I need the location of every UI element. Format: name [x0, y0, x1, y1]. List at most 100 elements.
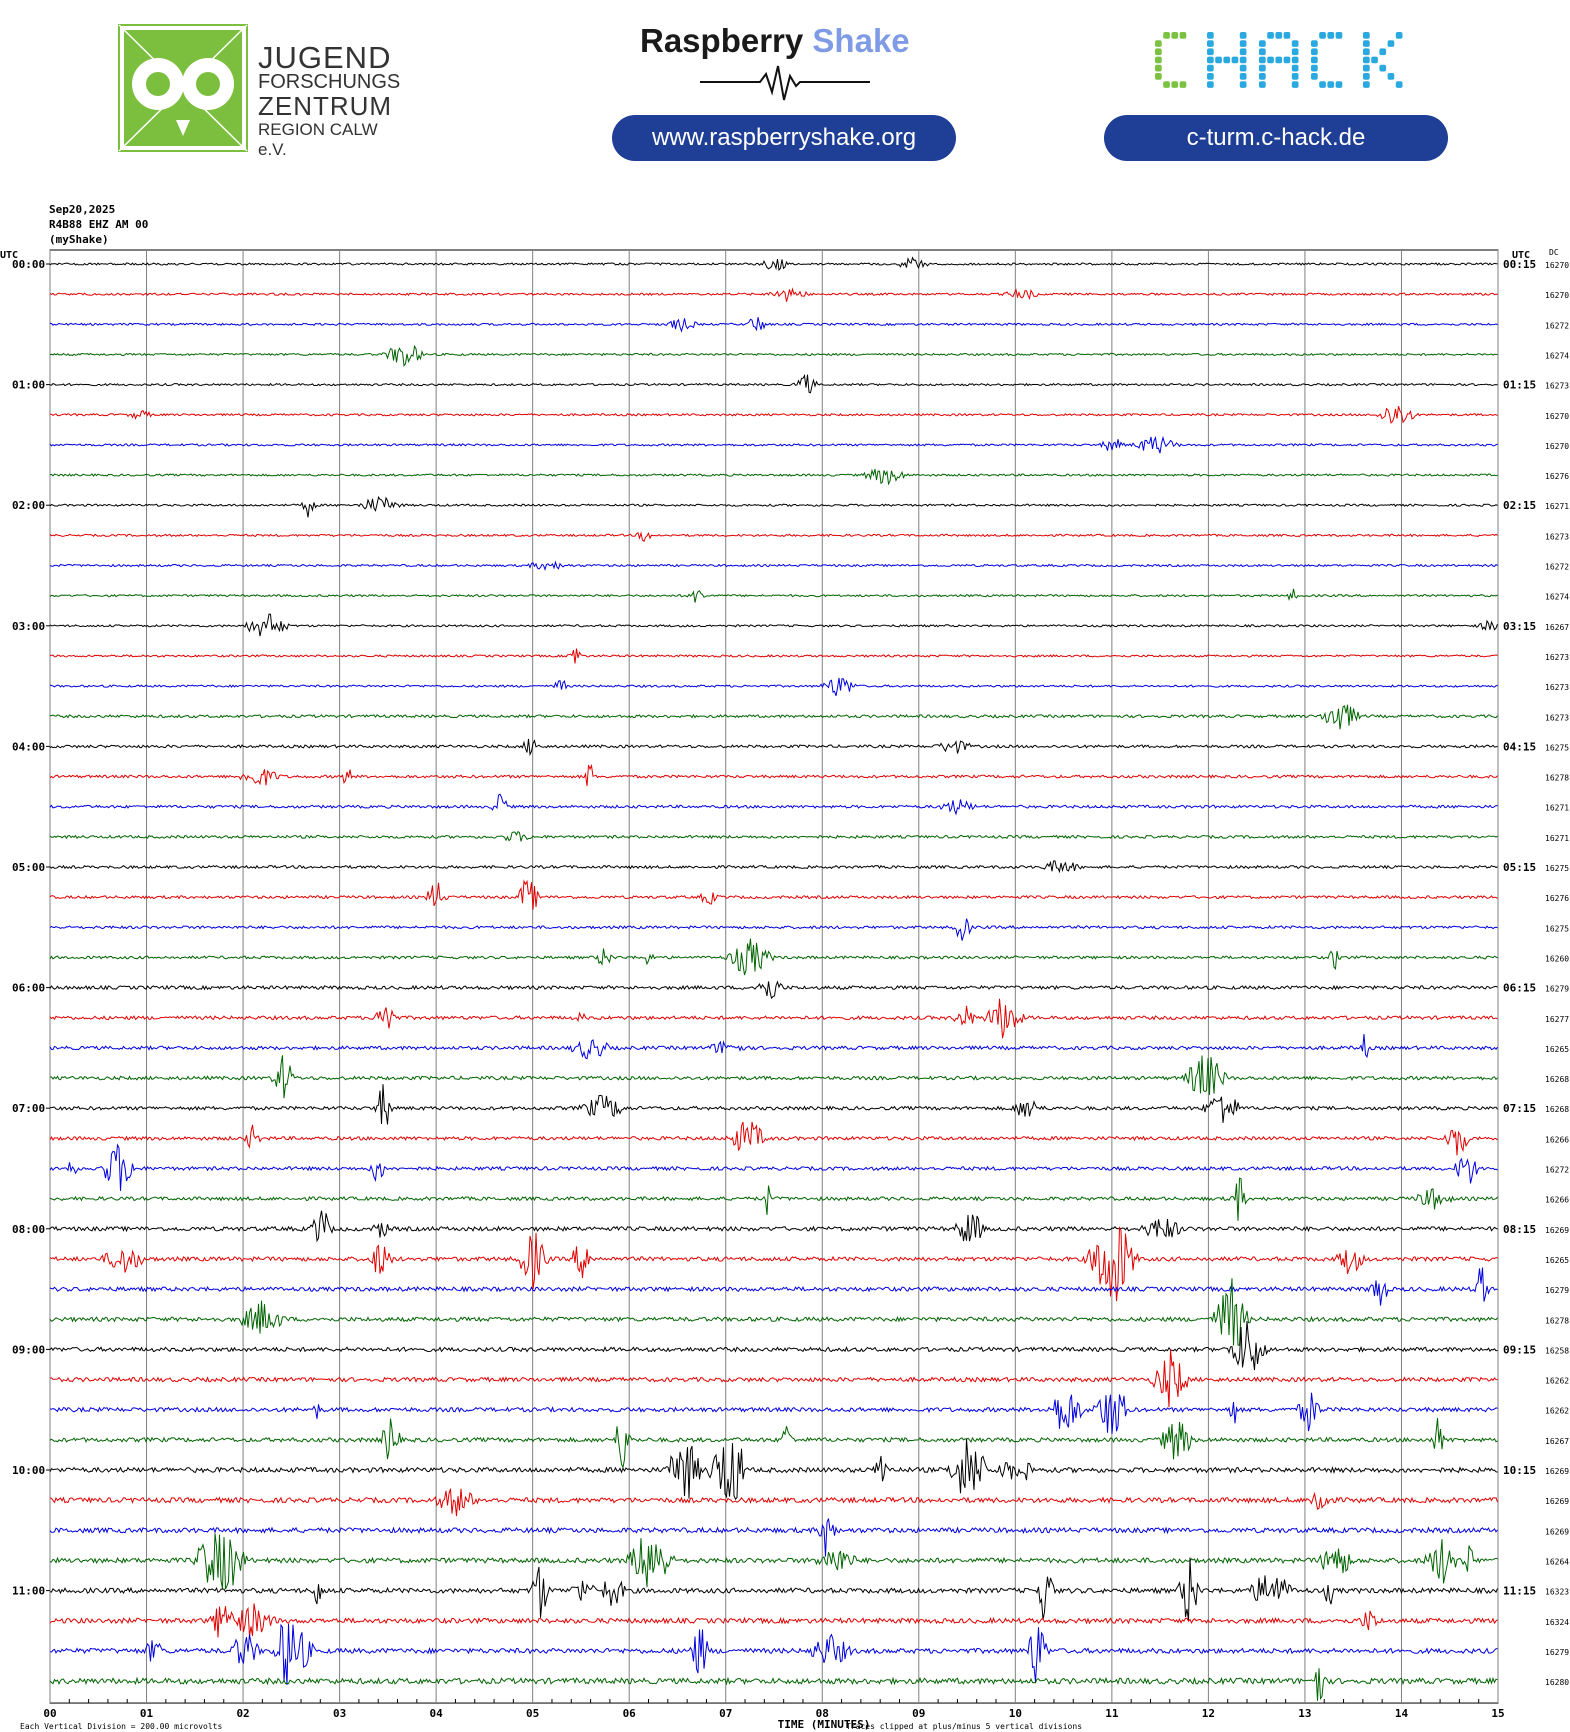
dc-value: 16275: [1545, 743, 1569, 752]
trace-row: [49, 704, 1498, 730]
right-hour-label: 10:15: [1503, 1464, 1536, 1477]
x-axis-label: TIME (MINUTES): [778, 1718, 871, 1731]
dc-value: 16323: [1545, 1588, 1569, 1597]
x-tick-label: 07: [719, 1707, 732, 1720]
owl-icon: [118, 24, 248, 152]
right-hour-label: 08:15: [1503, 1223, 1536, 1236]
left-hour-label: 05:00: [12, 861, 45, 874]
footer-scale-note: Each Vertical Division = 200.00 microvol…: [20, 1722, 222, 1731]
station-id: R4B88 EHZ AM 00: [49, 218, 149, 231]
jfz-logo: JUGEND FORSCHUNGS ZENTRUM REGION CALW e.…: [118, 24, 408, 170]
trace-row: [49, 1533, 1498, 1590]
chack-letter-a: [1259, 32, 1299, 88]
trace-row: [49, 468, 1498, 486]
trace-row: [49, 1055, 1498, 1099]
x-tick-label: 02: [236, 1707, 249, 1720]
x-tick-label: 01: [140, 1707, 154, 1720]
trace-row: [49, 1668, 1498, 1701]
brand-accent: Shake: [812, 22, 910, 59]
dc-value: 16276: [1545, 894, 1569, 903]
trace-row: [49, 435, 1498, 454]
trace-row: [49, 648, 1498, 664]
jfz-line2: FORSCHUNGS: [258, 71, 401, 93]
jfz-line3: ZENTRUM: [258, 91, 393, 121]
trace-row: [49, 980, 1498, 1000]
right-hour-label: 00:15: [1503, 258, 1536, 271]
dc-value: 16269: [1545, 1226, 1569, 1235]
x-tick-label: 06: [623, 1707, 637, 1720]
dc-value: 16273: [1545, 532, 1569, 541]
grid: [49, 250, 1499, 1704]
dc-value: 16265: [1545, 1256, 1569, 1265]
trace-row: [49, 998, 1498, 1039]
plot-date: Sep20,2025: [49, 203, 116, 216]
dc-value: 16272: [1545, 321, 1569, 330]
right-hour-label: 11:15: [1503, 1585, 1536, 1598]
trace-row: [49, 1438, 1498, 1501]
dc-value: 16279: [1545, 985, 1569, 994]
chack-letter-c: [1311, 32, 1343, 88]
dc-value: 16267: [1545, 1437, 1569, 1446]
dc-value: 16269: [1545, 1467, 1569, 1476]
dc-value: 16280: [1545, 1678, 1569, 1687]
trace-row: [49, 860, 1498, 874]
trace-row: [49, 256, 1498, 272]
trace-row: [49, 1488, 1498, 1517]
left-hour-label: 08:00: [12, 1223, 45, 1236]
dc-value: 16270: [1545, 442, 1569, 451]
trace-row: [49, 613, 1498, 637]
dc-value: 16273: [1545, 653, 1569, 662]
chack-letter-c: [1155, 32, 1187, 88]
left-hour-label: 03:00: [12, 620, 45, 633]
right-hour-label: 09:15: [1503, 1343, 1536, 1356]
trace-row: [49, 793, 1498, 816]
x-tick-label: 09: [912, 1707, 925, 1720]
trace-row: [49, 738, 1498, 757]
right-hour-label: 06:15: [1503, 982, 1536, 995]
data-source: (myShake): [49, 233, 109, 246]
dc-value: 16276: [1545, 472, 1569, 481]
right-utc-label: UTC: [1512, 250, 1530, 261]
dc-label: DC: [1549, 248, 1559, 257]
trace-row: [49, 1349, 1498, 1408]
left-utc-label: UTC: [0, 250, 18, 261]
x-tick-label: 15: [1491, 1707, 1504, 1720]
chack-url-link[interactable]: c-turm.c-hack.de: [1104, 115, 1448, 161]
trace-row: [49, 1623, 1498, 1686]
right-hour-label: 03:15: [1503, 620, 1536, 633]
dc-value: 16271: [1545, 804, 1569, 813]
dc-value: 16269: [1545, 1497, 1569, 1506]
trace-row: [49, 1034, 1498, 1060]
jfz-line4: REGION CALW e.V.: [258, 120, 378, 159]
header: JUGEND FORSCHUNGS ZENTRUM REGION CALW e.…: [0, 0, 1570, 180]
dc-value: 16270: [1545, 261, 1569, 270]
chack-letter-k: [1363, 32, 1403, 88]
trace-row: [49, 531, 1498, 542]
dc-value: 16279: [1545, 1286, 1569, 1295]
right-hour-label: 02:15: [1503, 499, 1536, 512]
dc-value: 16272: [1545, 563, 1569, 572]
raspberry-shake-logo: Raspberry Shake: [640, 22, 910, 60]
dc-value: 16268: [1545, 1105, 1569, 1114]
trace-row: [49, 1321, 1498, 1371]
right-hour-label: 04:15: [1503, 740, 1536, 753]
x-tick-label: 11: [1105, 1707, 1119, 1720]
trace-row: [49, 677, 1498, 697]
dc-value: 16260: [1545, 954, 1569, 963]
dc-value: 16270: [1545, 291, 1569, 300]
trace-row: [49, 1603, 1498, 1638]
x-tick-label: 14: [1395, 1707, 1409, 1720]
dc-value: 16266: [1545, 1135, 1569, 1144]
trace-row: [49, 495, 1498, 518]
jfz-line1: JUGEND: [258, 40, 392, 75]
dc-value: 16273: [1545, 382, 1569, 391]
trace-row: [49, 918, 1498, 941]
dc-value: 16274: [1545, 351, 1569, 360]
dc-value: 16275: [1545, 924, 1569, 933]
raspberryshake-url-link[interactable]: www.raspberryshake.org: [612, 115, 956, 161]
chack-logo: [1155, 32, 1403, 88]
dc-value: 16273: [1545, 713, 1569, 722]
x-tick-label: 03: [333, 1707, 346, 1720]
left-hour-label: 06:00: [12, 982, 45, 995]
dc-value: 16273: [1545, 683, 1569, 692]
